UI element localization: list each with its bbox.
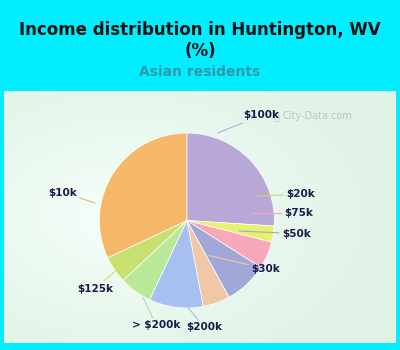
Wedge shape — [187, 220, 272, 267]
Wedge shape — [187, 133, 274, 226]
Wedge shape — [150, 220, 203, 308]
Text: $200k: $200k — [182, 301, 222, 332]
Text: > $200k: > $200k — [132, 298, 180, 330]
Wedge shape — [99, 133, 187, 258]
Wedge shape — [187, 220, 261, 297]
Wedge shape — [187, 220, 229, 307]
Wedge shape — [108, 220, 187, 280]
Text: Income distribution in Huntington, WV
(%): Income distribution in Huntington, WV (%… — [19, 21, 381, 60]
Text: Asian residents: Asian residents — [139, 65, 261, 79]
Text: $50k: $50k — [239, 229, 311, 239]
Wedge shape — [187, 220, 274, 242]
Text: $125k: $125k — [77, 271, 115, 294]
Text: $10k: $10k — [48, 188, 95, 203]
Text: City-Data.com: City-Data.com — [283, 111, 352, 121]
Text: $30k: $30k — [209, 256, 280, 274]
Text: ⓘ: ⓘ — [274, 111, 279, 121]
Wedge shape — [123, 220, 187, 300]
Text: $100k: $100k — [218, 111, 279, 133]
Text: $75k: $75k — [252, 209, 313, 218]
Text: $20k: $20k — [257, 189, 315, 199]
